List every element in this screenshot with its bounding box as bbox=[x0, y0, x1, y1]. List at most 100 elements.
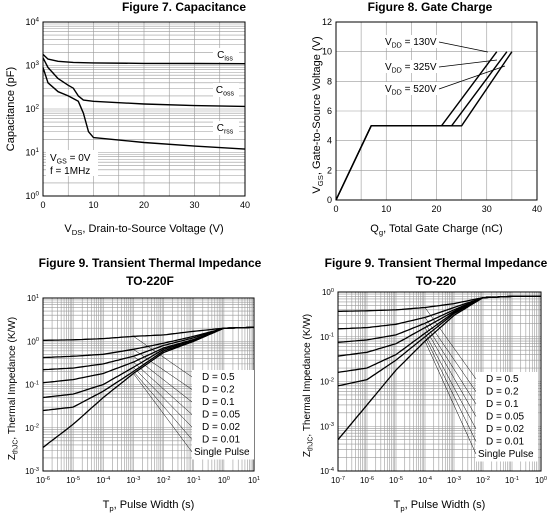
fig9a-legend-label: D = 0.1 bbox=[202, 397, 235, 408]
fig9b-ytick-label: 100​ bbox=[322, 288, 334, 297]
fig9b-xtick-label: 10-6​ bbox=[360, 476, 374, 485]
fig8-ytick-label: 8 bbox=[327, 76, 332, 86]
fig8-label-bg bbox=[384, 35, 440, 48]
fig8-label-leader bbox=[438, 59, 498, 68]
fig7-xtick-label: 40 bbox=[240, 200, 250, 210]
fig7-annotation: VGS​ = 0V bbox=[50, 153, 91, 166]
fig7-ytick-label: 103​ bbox=[25, 60, 39, 71]
fig9a-xtick-label: 10-6​ bbox=[36, 476, 50, 485]
fig7-ytick-label: 104​ bbox=[25, 16, 39, 27]
fig7-annotation: f = 1MHz bbox=[50, 166, 90, 177]
fig9a-legend-label: Single Pulse bbox=[194, 447, 250, 458]
fig9a-series-single-pulse bbox=[42, 326, 255, 449]
fig9b-legend-leader bbox=[424, 323, 477, 405]
fig7-frame bbox=[42, 21, 246, 197]
fig9a-title: Figure 9. Transient Thermal Impedance bbox=[38, 256, 262, 270]
fig8-ytick-label: 4 bbox=[327, 136, 332, 146]
fig8-title: Figure 8. Gate Charge bbox=[367, 0, 493, 14]
fig7-series-c-iss bbox=[42, 53, 246, 65]
fig9b-xtick-label: 10-4​ bbox=[418, 476, 432, 485]
fig9a-xtick-label: 10-2​ bbox=[157, 476, 171, 485]
fig9a-xtick-label: 10-1​ bbox=[187, 476, 201, 485]
fig9a-xtick-label: 101​ bbox=[248, 476, 260, 485]
fig9a-legend-leader bbox=[133, 373, 193, 453]
fig8-label-leader bbox=[438, 41, 489, 53]
fig9b-legend-label: D = 0.1 bbox=[486, 399, 519, 410]
fig9a-legend-label: D = 0.05 bbox=[202, 410, 241, 421]
fig9b-xtick-label: 10-7​ bbox=[331, 476, 345, 485]
fig7-ytick-label: 101​ bbox=[25, 147, 39, 158]
fig9b-legend-leader bbox=[424, 327, 477, 417]
fig8-series-v-dd-520v bbox=[335, 51, 513, 201]
fig9b-xtick-label: 10-1​ bbox=[505, 476, 519, 485]
fig7-series-c-oss bbox=[42, 57, 246, 108]
fig7-annotation-bg bbox=[46, 150, 98, 176]
fig8-ytick-label: 10 bbox=[322, 47, 332, 57]
fig9a-legend-label: D = 0.02 bbox=[202, 422, 241, 433]
fig9a-legend-leader bbox=[133, 349, 193, 390]
fig7-label-bg bbox=[213, 48, 239, 62]
fig9b-xtick-label: 10-5​ bbox=[389, 476, 403, 485]
fig8-series-label: VDD​ = 130V bbox=[385, 37, 437, 50]
fig9a-legend-leader bbox=[133, 371, 193, 440]
fig9a-legend-bg bbox=[192, 370, 254, 460]
fig9b-xtick-label: 10-3​ bbox=[447, 476, 461, 485]
fig9b-ytick-label: 10-1​ bbox=[320, 333, 334, 342]
fig8-xtick-label: 20 bbox=[431, 204, 441, 214]
fig9a-subtitle: TO-220F bbox=[126, 274, 174, 288]
fig7-xtick-label: 30 bbox=[189, 200, 199, 210]
fig9b-legend-label: D = 0.05 bbox=[486, 412, 525, 423]
fig9b-xtick-label: 100​ bbox=[535, 476, 547, 485]
fig7-series-label: Ciss​ bbox=[217, 50, 233, 63]
fig9a-ytick-label: 101​ bbox=[27, 294, 39, 303]
fig8-ytick-label: 12 bbox=[322, 17, 332, 27]
fig7-xlabel: VDS​, Drain-to-Source Voltage (V) bbox=[64, 223, 223, 237]
fig9b-legend-label: D = 0.02 bbox=[486, 424, 525, 435]
fig9b-legend-leader bbox=[424, 317, 477, 392]
fig9a-legend-leader bbox=[133, 356, 193, 403]
fig8-xtick-label: 30 bbox=[482, 204, 492, 214]
fig9a-xtick-label: 10-3​ bbox=[126, 476, 140, 485]
fig9b-ytick-label: 10-2​ bbox=[320, 377, 334, 386]
fig9a-legend-label: D = 0.5 bbox=[202, 372, 235, 383]
fig9b-subtitle: TO-220 bbox=[415, 274, 457, 288]
fig9a-xlabel: Tp​, Pulse Width (s) bbox=[103, 499, 195, 513]
fig9a-xtick-label: 100​ bbox=[218, 476, 230, 485]
fig9a-legend-leader bbox=[133, 336, 193, 378]
fig9b-legend-label: Single Pulse bbox=[478, 449, 534, 460]
fig7-ytick-label: 102​ bbox=[25, 103, 39, 114]
fig9b-ylabel: ZthJC​, Thermal Impedance (K/W) bbox=[302, 314, 315, 457]
fig8-label-bg bbox=[384, 82, 440, 95]
fig9a-ytick-label: 100​ bbox=[27, 337, 39, 346]
fig7-series-c-rss bbox=[42, 67, 246, 150]
fig7-xtick-label: 20 bbox=[139, 200, 149, 210]
fig8-frame bbox=[335, 21, 538, 201]
fig8-series-label: VDD​ = 325V bbox=[385, 62, 437, 75]
fig9a-ytick-label: 10-1​ bbox=[25, 380, 39, 389]
fig7-xtick-label: 0 bbox=[40, 200, 45, 210]
fig9b-ytick-label: 10-4​ bbox=[320, 467, 334, 476]
fig9b-xlabel: Tp​, Pulse Width (s) bbox=[394, 499, 486, 513]
fig8-xlabel: Qg​, Total Gate Charge (nC) bbox=[370, 223, 502, 237]
fig9b-xtick-label: 10-2​ bbox=[476, 476, 490, 485]
fig9a-legend-label: D = 0.2 bbox=[202, 385, 235, 396]
fig9a-xtick-label: 10-5​ bbox=[66, 476, 80, 485]
fig9b-legend-leader bbox=[424, 333, 477, 430]
fig8-xtick-label: 40 bbox=[532, 204, 542, 214]
fig9b-legend-leader bbox=[424, 336, 477, 442]
fig9a-ylabel: ZthJC​, Thermal Impedance (K/W) bbox=[7, 317, 20, 460]
fig9b-legend-bg bbox=[476, 372, 538, 462]
fig7-xtick-label: 10 bbox=[88, 200, 98, 210]
fig9b-legend-leader bbox=[424, 307, 477, 380]
fig7-title: Figure 7. Capacitance bbox=[121, 0, 247, 14]
fig7-ylabel: Capacitance (pF) bbox=[5, 67, 17, 151]
fig9b-legend-label: D = 0.5 bbox=[486, 374, 519, 385]
fig8-xtick-label: 10 bbox=[381, 204, 391, 214]
fig9a-ytick-label: 10-2​ bbox=[25, 424, 39, 433]
fig9a-xtick-label: 10-4​ bbox=[96, 476, 110, 485]
fig9a-ytick-label: 10-3​ bbox=[25, 467, 39, 476]
fig9a-legend-leader bbox=[133, 361, 193, 415]
